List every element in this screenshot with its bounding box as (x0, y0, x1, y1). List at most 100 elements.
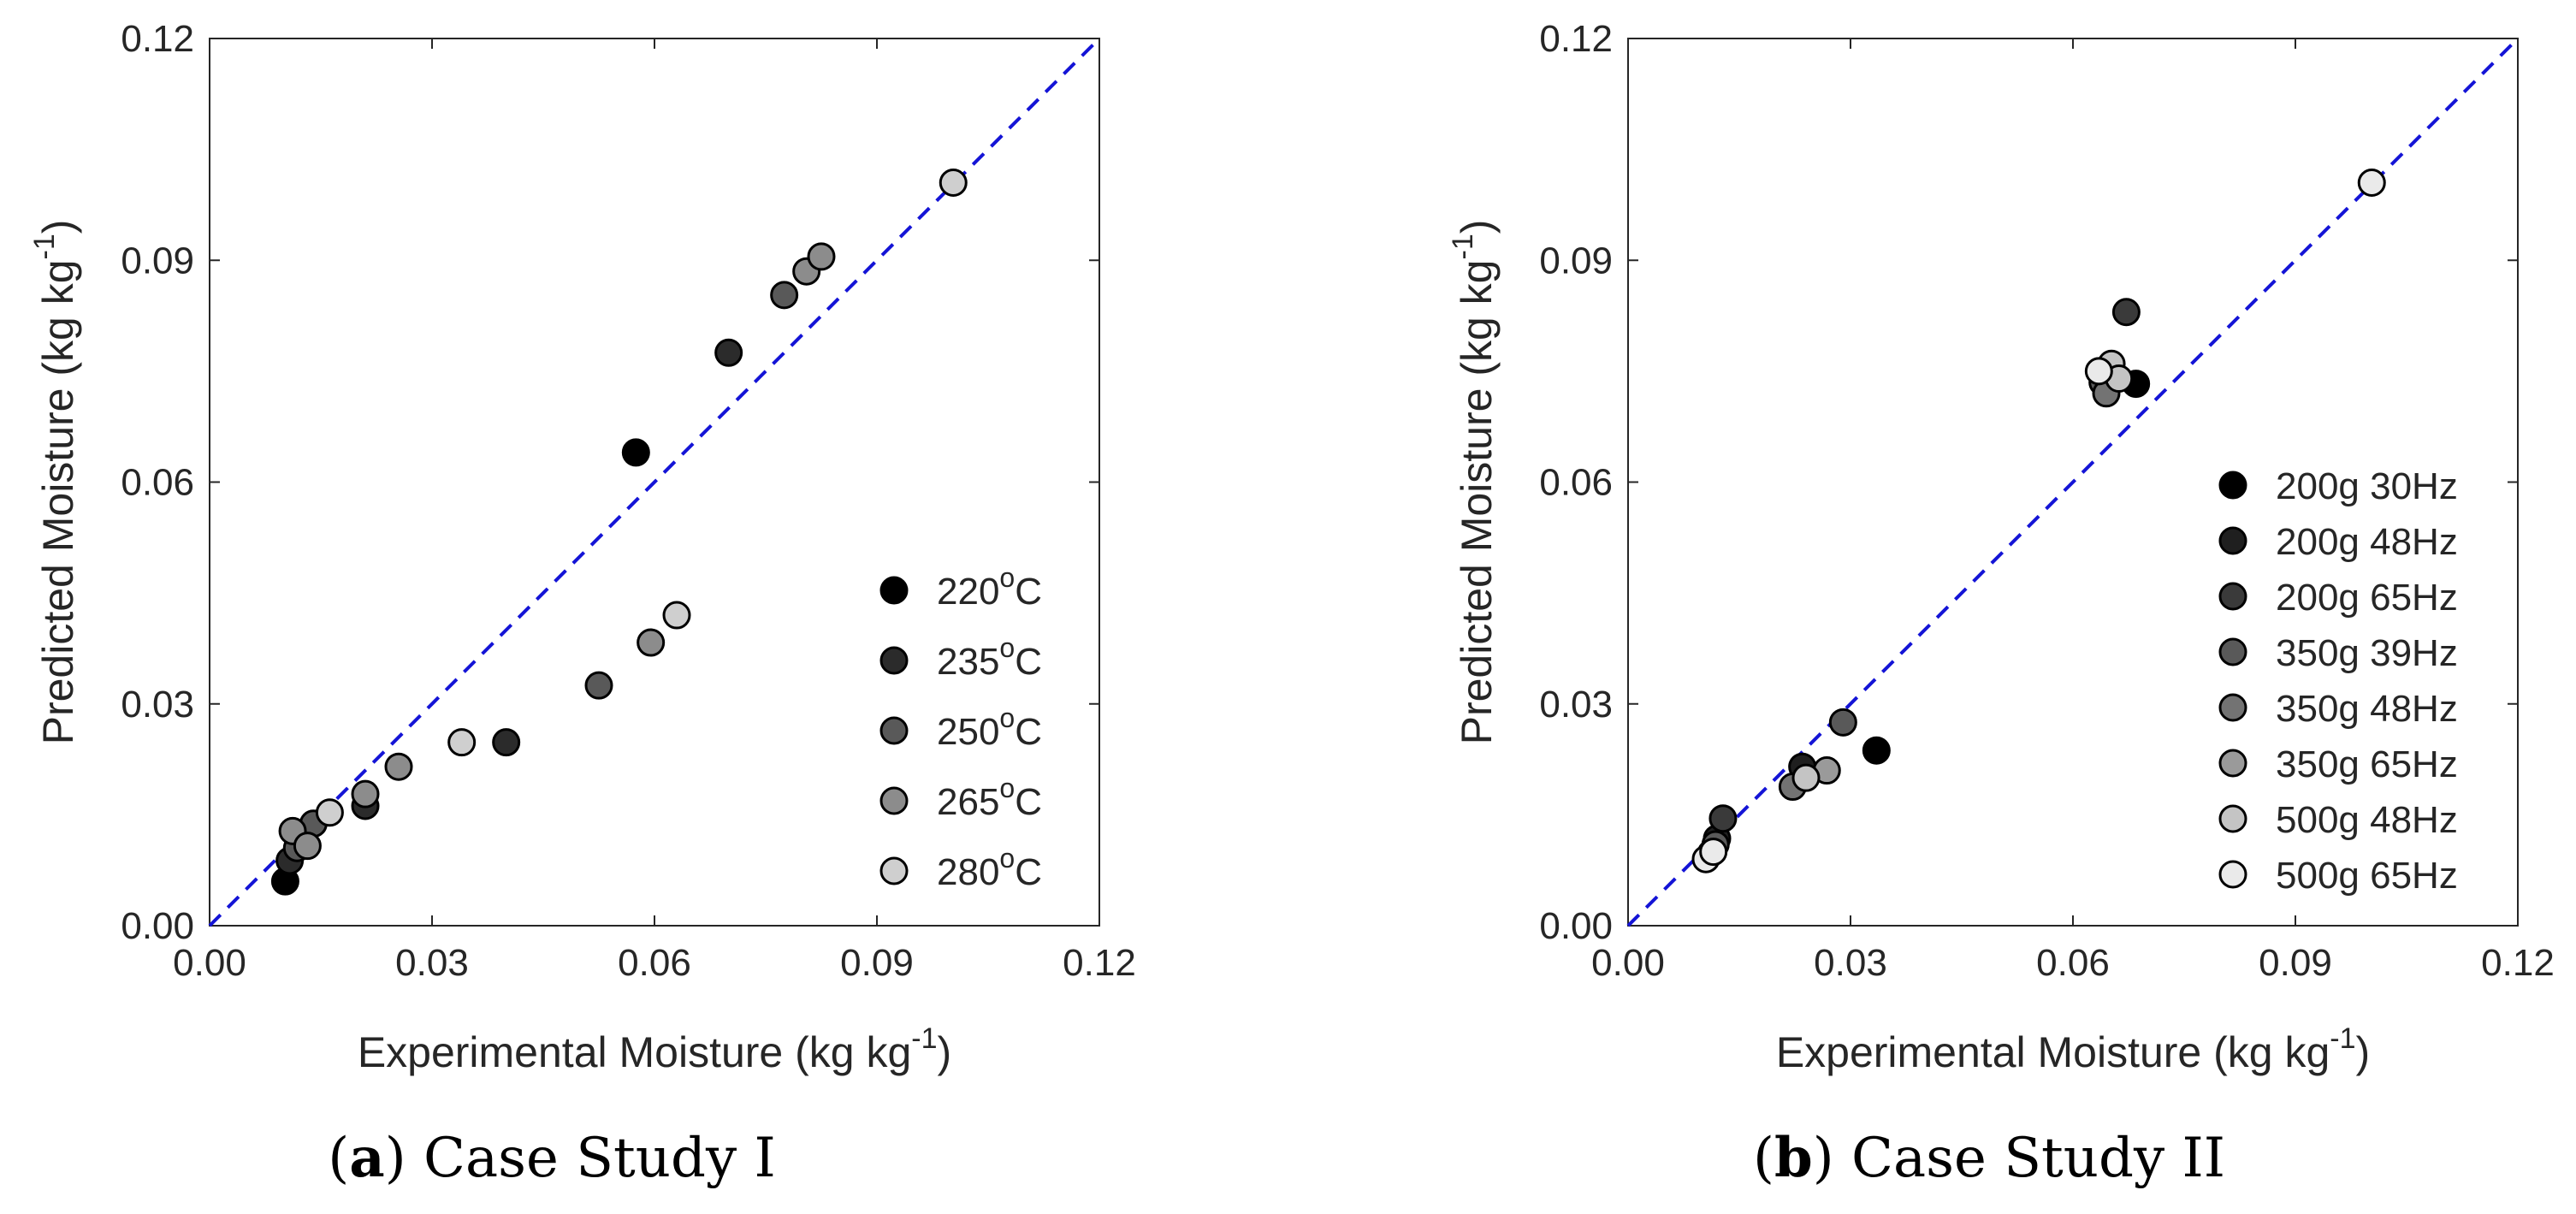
legend-label: 200g 48Hz (2276, 521, 2458, 563)
y-axis-label-close: ) (1453, 220, 1501, 234)
x-tick-label: 0.06 (2036, 942, 2110, 984)
legend-label-value: 250 (937, 711, 999, 753)
legend-label-value: 200g 48Hz (2276, 521, 2458, 563)
data-point (293, 832, 322, 861)
caption-text: Case Study I (423, 1127, 776, 1190)
y-tick-label: 0.09 (121, 240, 194, 281)
data-point (621, 438, 650, 467)
legend-degree: o (999, 632, 1015, 663)
legend-marker (2218, 804, 2247, 833)
legend-label-value: 350g 39Hz (2276, 632, 2458, 674)
y-axis-label-text: Predicted Moisture (kg kg (1453, 259, 1501, 744)
legend-label: 280oC (937, 843, 1042, 893)
legend-unit: C (1015, 571, 1042, 613)
y-tick-label: 0.09 (1539, 240, 1613, 281)
legend-degree: o (999, 562, 1015, 593)
legend-degree: o (999, 702, 1015, 733)
data-point (2357, 169, 2386, 198)
data-point (1699, 838, 1728, 867)
legend-label-value: 350g 65Hz (2276, 743, 2458, 785)
reference-line (1626, 37, 2520, 927)
legend: 200g 30Hz 200g 48Hz 200g 65Hz 350g 39Hz 350g… (2218, 465, 2458, 897)
legend-label-value: 235 (937, 641, 999, 683)
data-point (939, 169, 968, 198)
y-axis-label: Predicted Moisture (kg kg-1) (1447, 220, 1501, 745)
panel-a: 0.000.00 0.03 0.03 0.06 0.06 0.09 0.09 0.12 0.12… (28, 18, 1136, 1190)
legend-label: 235oC (937, 632, 1042, 683)
legend-label: 220oC (937, 562, 1042, 613)
legend-marker (879, 716, 909, 745)
x-tick-label: 0.00 (1591, 942, 1665, 984)
legend-degree: o (999, 773, 1015, 803)
y-tick-label: 0.00 (1539, 905, 1613, 947)
x-tick-label: 0.09 (840, 942, 914, 984)
legend-label-value: 265 (937, 781, 999, 823)
caption-text: Case Study II (1851, 1127, 2225, 1190)
legend-marker (879, 576, 909, 605)
data-point (315, 798, 344, 827)
legend-marker (879, 786, 909, 815)
y-tick-label: 0.03 (121, 684, 194, 725)
panel-b: 0.000.00 0.03 0.03 0.06 0.06 0.09 0.09 0.12 0.12… (1447, 18, 2555, 1190)
legend-label: 265oC (937, 773, 1042, 823)
legend-marker (879, 646, 909, 675)
legend-marker (2218, 637, 2247, 666)
caption-letter: a (349, 1126, 384, 1190)
x-tick-label: 0.09 (2259, 942, 2332, 984)
y-axis-label: Predicted Moisture (kg kg-1) (28, 220, 82, 745)
legend-label: 500g 48Hz (2276, 799, 2458, 841)
x-tick-label: 0.03 (395, 942, 469, 984)
legend-label-value: 220 (937, 571, 999, 613)
x-axis-label-exponent: -1 (2330, 1022, 2355, 1055)
legend-label: 200g 65Hz (2276, 577, 2458, 619)
caption-paren-close: ) (385, 1127, 423, 1190)
legend-label-value: 350g 48Hz (2276, 688, 2458, 730)
x-tick-label: 0.06 (618, 942, 691, 984)
data-point (492, 728, 521, 757)
legend-label: 200g 30Hz (2276, 465, 2458, 507)
y-axis-label-close: ) (34, 220, 82, 234)
legend-marker (879, 856, 909, 885)
y-tick-label: 0.06 (1539, 462, 1613, 504)
legend-unit: C (1015, 781, 1042, 823)
legend-label-value: 200g 65Hz (2276, 577, 2458, 619)
data-point (447, 728, 477, 757)
x-tick-label: 0.12 (1063, 942, 1136, 984)
legend-unit: C (1015, 851, 1042, 893)
legend-unit: C (1015, 711, 1042, 753)
x-axis-label-text: Experimental Moisture (kg kg (1776, 1028, 2330, 1076)
y-axis-label-exponent: -1 (28, 234, 61, 259)
legend-degree: o (999, 843, 1015, 873)
legend-label-value: 500g 48Hz (2276, 799, 2458, 841)
legend-unit: C (1015, 641, 1042, 683)
x-axis-label-close: ) (938, 1028, 952, 1076)
x-axis-label-exponent: -1 (911, 1022, 937, 1055)
x-axis-label-close: ) (2356, 1028, 2371, 1076)
caption-paren-open: ( (1753, 1127, 1774, 1190)
data-point (1708, 804, 1738, 833)
legend-label: 350g 48Hz (2276, 688, 2458, 730)
data-point (807, 242, 836, 271)
data-point (637, 628, 666, 657)
caption-paren-open: ( (328, 1127, 349, 1190)
legend-label-value: 200g 30Hz (2276, 465, 2458, 507)
legend-label-value: 500g 65Hz (2276, 855, 2458, 897)
data-point (1791, 763, 1821, 792)
x-tick-label: 0.12 (2481, 942, 2555, 984)
reference-line (208, 37, 1101, 927)
caption-paren-close: ) (1813, 1127, 1851, 1190)
legend-label: 350g 65Hz (2276, 743, 2458, 785)
y-tick-label: 0.06 (121, 462, 194, 504)
y-tick-label: 0.12 (1539, 18, 1613, 60)
y-tick-label: 0.03 (1539, 684, 1613, 725)
x-tick-label: 0.03 (1814, 942, 1887, 984)
legend-label: 500g 65Hz (2276, 855, 2458, 897)
legend-label: 350g 39Hz (2276, 632, 2458, 674)
x-tick-label: 0.00 (173, 942, 246, 984)
legend-label: 250oC (937, 702, 1042, 753)
data-point (2111, 298, 2141, 327)
legend-marker (2218, 693, 2247, 722)
